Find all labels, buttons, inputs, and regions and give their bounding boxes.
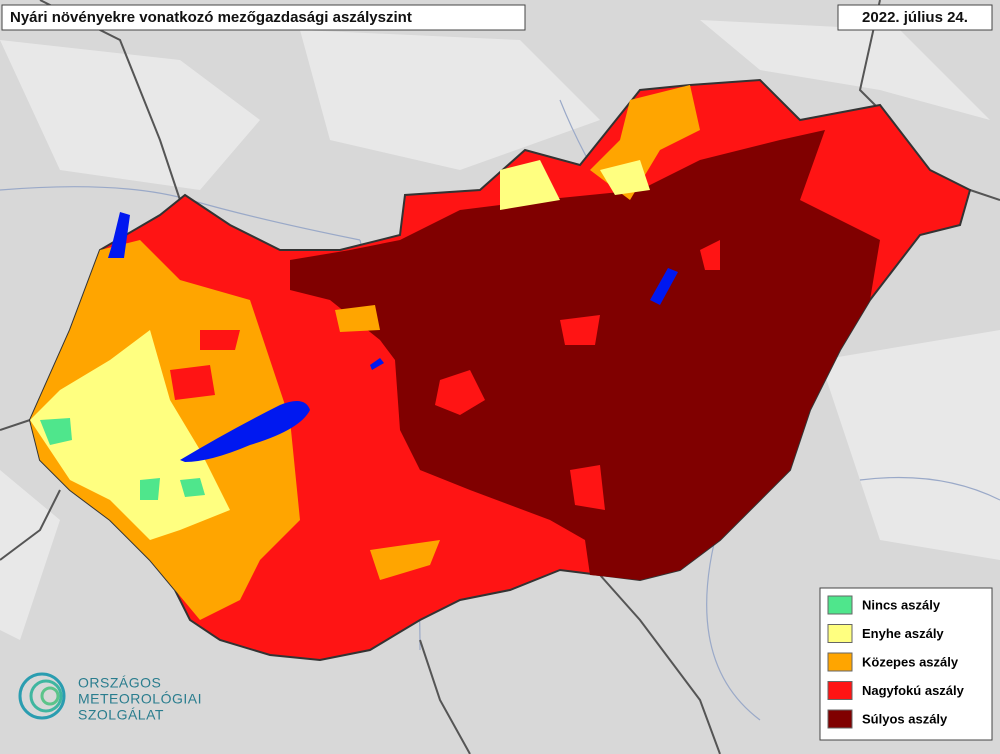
date-box (837, 4, 993, 31)
legend-label: Közepes aszály (862, 654, 959, 669)
region (290, 130, 880, 580)
title-box (1, 4, 526, 31)
legend: Nincs aszály Enyhe aszály Közepes aszály Na… (827, 595, 965, 729)
region (30, 160, 650, 540)
logo-line: SZOLGÁLAT (78, 707, 164, 723)
region (40, 418, 205, 500)
map-title: Nyári növényekre vonatkozó mezőgazdasági… (10, 9, 412, 26)
logo-line: METEOROLÓGIAI (78, 691, 202, 707)
legend-label: Enyhe aszály (862, 626, 944, 641)
legend-swatch (827, 652, 853, 672)
legend-label: Nagyfokú aszály (862, 683, 965, 698)
legend-label: Nincs aszály (862, 597, 941, 612)
drought-regions (28, 78, 972, 662)
legend-swatch (827, 681, 853, 700)
region (335, 85, 700, 580)
legend-swatch (827, 595, 853, 615)
logo-line: ORSZÁGOS (78, 675, 161, 691)
logo-icon (18, 672, 66, 720)
region (170, 330, 240, 400)
map-date: 2022. július 24. (862, 9, 968, 26)
legend-label: Súlyos aszály (862, 711, 948, 726)
legend-swatch (827, 624, 853, 643)
lakes (108, 212, 678, 462)
legend-swatch (827, 709, 853, 729)
terrain (0, 20, 1000, 640)
